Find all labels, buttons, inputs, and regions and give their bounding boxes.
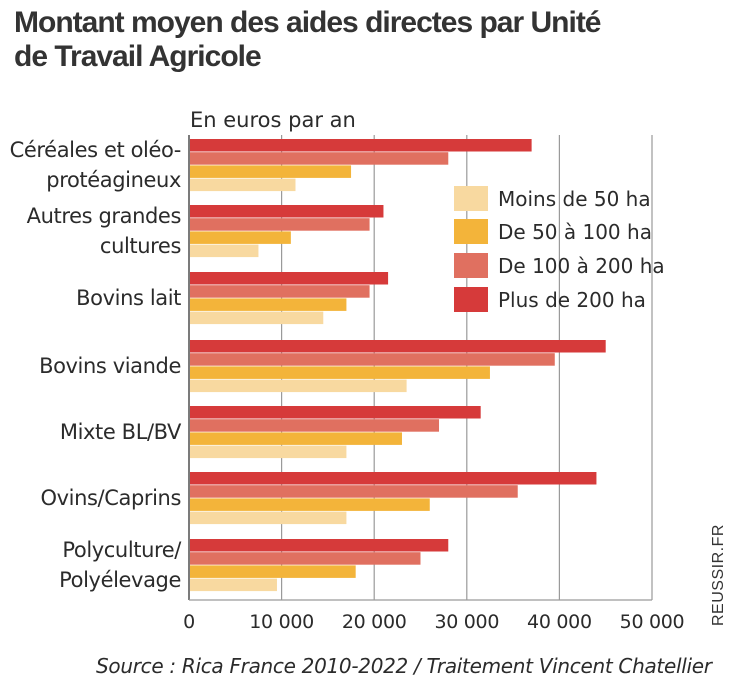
bar: [190, 578, 277, 592]
bar: [190, 445, 347, 459]
bar: [190, 298, 347, 311]
bar: [190, 244, 259, 258]
bar: [190, 419, 440, 432]
bar: [190, 552, 421, 565]
legend-label: De 50 à 100 ha: [498, 220, 652, 244]
bar: [190, 178, 296, 192]
legend-swatch: [454, 219, 488, 244]
chart-title: Montant moyen des aides directes par Uni…: [14, 6, 714, 74]
bar: [190, 565, 356, 578]
legend-swatch: [454, 287, 488, 312]
category-label: cultures: [100, 234, 181, 258]
x-tick-label: 50 000: [620, 611, 685, 633]
bar: [190, 406, 481, 419]
bar: [190, 498, 430, 511]
x-tick-label: 10 000: [249, 611, 314, 633]
category-label: Ovins/Caprins: [41, 486, 182, 510]
bar: [190, 272, 389, 285]
bar: [190, 472, 597, 485]
category-label: Bovins viande: [39, 354, 181, 378]
category-label: Autres grandes: [27, 204, 181, 228]
bar: [190, 366, 490, 379]
bar: [190, 353, 555, 366]
chart-title-line-1: Montant moyen des aides directes par Uni…: [14, 6, 602, 39]
bar: [190, 205, 384, 218]
source-note: Source : Rica France 2010-2022 / Traitem…: [96, 654, 712, 678]
legend-label: Moins de 50 ha: [498, 187, 651, 211]
bar: [190, 485, 518, 498]
x-tick-label: 30 000: [434, 611, 499, 633]
credit-label: REUSSIR.FR: [710, 524, 727, 626]
category-label: Polyculture/: [62, 538, 182, 562]
legend: Moins de 50 ha De 50 à 100 ha De 100 à 200…: [454, 186, 665, 312]
bar: [190, 511, 347, 525]
bar: [190, 218, 370, 231]
bar: [190, 152, 449, 165]
bar: [190, 231, 291, 244]
x-tick-label: 40 000: [527, 611, 592, 633]
chart-title-line-2: de Travail Agricole: [14, 40, 262, 73]
bar: [190, 340, 606, 353]
category-label: Bovins lait: [76, 286, 181, 310]
legend-label: Plus de 200 ha: [498, 288, 646, 312]
category-label: Mixte BL/BV: [60, 420, 182, 444]
legend-label: De 100 à 200 ha: [498, 254, 665, 278]
axes: 0 10 000 20 000 30 000 40 000 50 000: [183, 135, 685, 633]
legend-swatch: [454, 253, 488, 278]
unit-label: En euros par an: [190, 108, 356, 132]
category-label: Polyélevage: [59, 568, 181, 592]
x-tick-label: 0: [183, 611, 195, 633]
bar: [190, 539, 449, 552]
legend-swatch: [454, 186, 488, 211]
bars: [190, 139, 606, 592]
category-label: protéagineux: [46, 168, 181, 192]
x-tick-label: 20 000: [342, 611, 407, 633]
category-labels: Céréales et oléo-protéagineux Autres gran…: [10, 138, 183, 592]
bar: [190, 379, 407, 393]
bar: [190, 139, 532, 152]
bar: [190, 311, 324, 325]
bar: [190, 432, 402, 445]
bar: [190, 165, 352, 178]
bar: [190, 285, 370, 298]
category-label: Céréales et oléo-: [10, 138, 181, 162]
